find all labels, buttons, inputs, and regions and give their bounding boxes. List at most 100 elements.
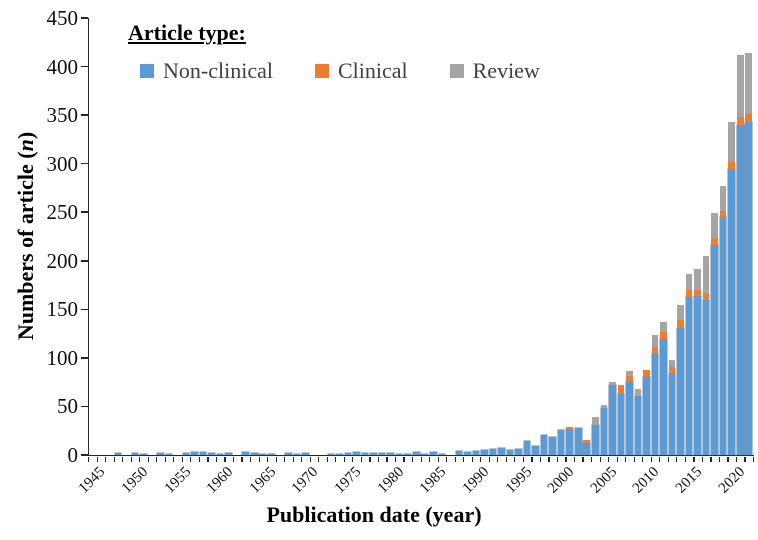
bar-1957 [191,452,198,455]
bar-2020 [728,121,735,455]
bar-1968 [285,453,292,455]
bar-segment-clinical-2011 [651,347,659,354]
bar-segment-clinical-2014 [677,320,684,328]
x-axis-tick-mark [122,456,124,462]
y-axis-tick-mark [81,17,88,19]
x-axis-tick-mark [446,456,448,462]
bar-1950 [131,453,139,455]
x-axis-tick-mark [360,456,362,462]
x-axis-tick-mark [463,456,465,462]
bar-segment-non-clinical-2014 [677,327,684,455]
y-axis-tick-label: 400 [46,54,79,79]
y-axis-tick-label: 0 [67,443,79,467]
bar-1978 [370,453,377,455]
x-axis-tick-mark [548,456,550,462]
bar-segment-non-clinical-1956 [182,453,190,455]
bar-1963 [242,452,250,455]
x-axis-tick-mark [309,456,311,462]
bar-segment-review-2011 [651,334,659,348]
x-axis-tick-mark [539,456,542,462]
bar-2000 [557,429,565,455]
bar-segment-non-clinical-1966 [268,454,275,455]
bar-segment-clinical-2010 [643,369,650,378]
x-axis-tick-mark [582,456,584,462]
bar-segment-non-clinical-2005 [600,408,608,455]
bar-1954 [165,454,173,455]
bar-segment-clinical-2003 [583,440,591,444]
bar-1982 [404,454,411,455]
bar-segment-non-clinical-2010 [643,377,650,455]
bar-segment-non-clinical-1960 [216,454,224,455]
x-axis-tick-label: 1970 [289,464,322,497]
bar-segment-non-clinical-2021 [736,124,744,455]
y-axis-tick-mark [81,211,88,214]
bar-segment-clinical-2016 [694,289,701,296]
bar-1991 [481,450,488,455]
bar-segment-non-clinical-1950 [131,453,139,455]
bar-segment-non-clinical-2016 [694,295,701,455]
bar-1961 [225,453,232,455]
x-axis-tick-mark [744,456,746,462]
x-axis-tick-mark [292,456,294,462]
x-axis-tick-mark [224,456,226,462]
bar-segment-non-clinical-1954 [165,454,173,455]
bar-segment-non-clinical-1968 [285,453,292,455]
x-axis-tick-mark [343,456,345,462]
bar-segment-clinical-2017 [702,292,710,300]
legend-item-review: Review [449,58,540,84]
x-axis-tick-mark [676,456,678,462]
bar-2016 [694,268,701,455]
bar-1965 [259,454,267,455]
bar-segment-non-clinical-1998 [540,434,548,455]
x-axis-tick-mark [710,456,712,462]
x-axis-tick-mark [753,456,755,462]
x-axis-tick-mark [232,456,235,462]
bar-segment-non-clinical-2002 [574,427,582,455]
x-axis-tick-mark [633,456,635,462]
bar-segment-review-2021 [736,54,744,118]
bar-segment-non-clinical-1976 [353,452,360,455]
y-axis-tick-label: 300 [46,151,79,176]
x-axis-tick-mark [727,456,729,462]
bar-2001 [566,426,573,455]
bar-2015 [685,274,693,455]
bar-segment-non-clinical-1982 [404,454,411,455]
x-axis-tick-label: 2000 [544,464,578,497]
bar-1958 [199,452,207,455]
x-axis-tick-mark [625,456,627,462]
x-axis-tick-mark [275,456,277,462]
legend-swatch-icon [140,64,154,78]
bar-2021 [736,54,744,455]
x-axis-tick-mark [215,456,218,462]
bar-segment-clinical-2007 [617,385,625,394]
bar-segment-non-clinical-2000 [557,429,565,455]
bar-segment-non-clinical-1963 [242,452,250,455]
bar-segment-review-2008 [626,370,633,377]
y-axis-title-italic-n: n [13,139,38,152]
x-axis-tick-mark [403,456,405,462]
bar-segment-non-clinical-1980 [387,453,394,455]
x-axis-tick-mark [258,456,260,462]
bar-1977 [361,453,369,455]
x-axis-tick-mark [377,456,380,462]
x-axis-tick-label: 1975 [331,464,365,497]
x-axis-tick-mark [454,456,456,462]
bar-segment-non-clinical-1986 [438,454,446,455]
x-axis-tick-mark [249,456,252,462]
bar-segment-non-clinical-1958 [199,452,207,455]
bar-1948 [114,453,122,455]
bar-1995 [515,449,522,455]
x-axis-tick-mark [386,456,388,462]
x-axis-tick-mark [642,456,644,462]
bar-1981 [395,454,403,455]
bar-1985 [429,452,437,455]
bar-segment-non-clinical-1965 [259,454,267,455]
bar-segment-clinical-2018 [711,238,718,246]
x-axis-tick-mark [565,456,567,462]
legend-title: Article type: [128,20,246,45]
plot-area [88,18,754,456]
bar-segment-review-2006 [609,382,616,386]
x-axis-tick-mark [267,456,269,462]
bar-1976 [353,452,360,455]
bar-segment-non-clinical-1953 [157,453,164,455]
